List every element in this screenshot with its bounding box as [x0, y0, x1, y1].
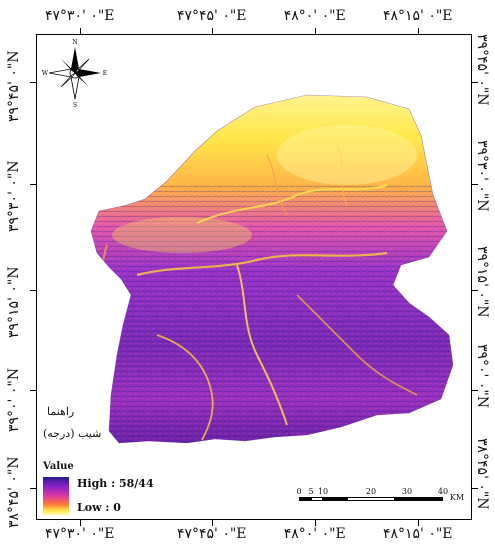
latitude-label-right: ۳۹°۱۵' ۰"N	[474, 246, 490, 319]
scale-tick: 0	[296, 487, 302, 496]
longitude-label-top: ۴۸°۱۵' ۰"E	[382, 8, 454, 24]
grid-tick	[30, 488, 36, 489]
north-arrow-icon: N S E W	[42, 39, 107, 109]
legend-color-ramp	[43, 477, 69, 515]
grid-tick	[472, 82, 478, 83]
west-label: W	[42, 70, 49, 77]
legend-title: راهنما	[47, 405, 75, 418]
longitude-label-top: ۴۷°۴۵' ۰"E	[176, 8, 248, 24]
latitude-label-right: ۳۹°۳۰' ۰"N	[474, 140, 490, 213]
latitude-label-right: ۳۹°۰' ۰"N	[474, 344, 490, 409]
scale-tick: 40	[437, 487, 449, 496]
scale-tick: 30	[401, 487, 413, 496]
longitude-label-bottom: ۴۸°۰' ۰"E	[283, 526, 347, 542]
scale-tick: 5	[308, 487, 314, 496]
grid-tick	[472, 290, 478, 291]
grid-tick	[472, 184, 478, 185]
grid-tick	[315, 520, 316, 526]
scale-segment	[347, 497, 395, 501]
legend-low-label: Low : 0	[77, 501, 121, 514]
longitude-label-top: ۴۸°۰' ۰"E	[283, 8, 347, 24]
legend-value-label: Value	[43, 461, 74, 472]
longitude-label-bottom: ۴۷°۴۵' ۰"E	[176, 526, 248, 542]
scale-unit: KM	[449, 493, 465, 502]
legend-high-label: High : 58/44	[77, 477, 154, 490]
north-label: N	[72, 39, 77, 46]
latitude-label-right: ۳۹°۴۵' ۰"N	[474, 34, 490, 107]
slope-map: N S E W	[42, 39, 454, 444]
grid-tick	[30, 290, 36, 291]
scale-tick: 10	[317, 487, 329, 496]
grid-tick	[472, 488, 478, 489]
latitude-label-right: ۳۸°۴۵' ۰"N	[474, 438, 490, 511]
grid-tick	[30, 390, 36, 391]
south-label: S	[73, 102, 77, 109]
longitude-label-bottom: ۴۷°۳۰' ۰"E	[44, 526, 116, 542]
scale-segment	[395, 497, 443, 501]
scale-tick: 20	[365, 487, 377, 496]
grid-tick	[80, 28, 81, 34]
legend-layer-name: شیب (درجه)	[43, 427, 102, 440]
latitude-label-left: ۳۹°۳۰' ۰"N	[6, 159, 22, 232]
grid-tick	[30, 184, 36, 185]
grid-tick	[212, 28, 213, 34]
grid-tick	[80, 520, 81, 526]
latitude-label-left: ۳۸°۴۵' ۰"N	[6, 455, 22, 528]
scale-segment	[311, 497, 323, 501]
grid-tick	[315, 28, 316, 34]
scale-segment	[299, 497, 311, 501]
grid-tick	[472, 390, 478, 391]
longitude-label-top: ۴۷°۳۰' ۰"E	[44, 8, 116, 24]
grid-tick	[418, 28, 419, 34]
grid-tick	[30, 82, 36, 83]
latitude-label-left: ۳۹°۴۵' ۰"N	[6, 49, 22, 122]
scale-segment	[323, 497, 347, 501]
grid-tick	[212, 520, 213, 526]
grid-tick	[418, 520, 419, 526]
legend: راهنما شیب (درجه) Value High : 58/44 Low…	[41, 401, 161, 521]
latitude-label-left: ۳۹°۰' ۰"N	[6, 367, 22, 432]
east-label: E	[103, 70, 107, 77]
map-frame: N S E W راهنما شیب (درجه) Value High : 5…	[36, 34, 472, 520]
longitude-label-bottom: ۴۸°۱۵' ۰"E	[382, 526, 454, 542]
latitude-label-left: ۳۹°۱۵' ۰"N	[6, 265, 22, 338]
